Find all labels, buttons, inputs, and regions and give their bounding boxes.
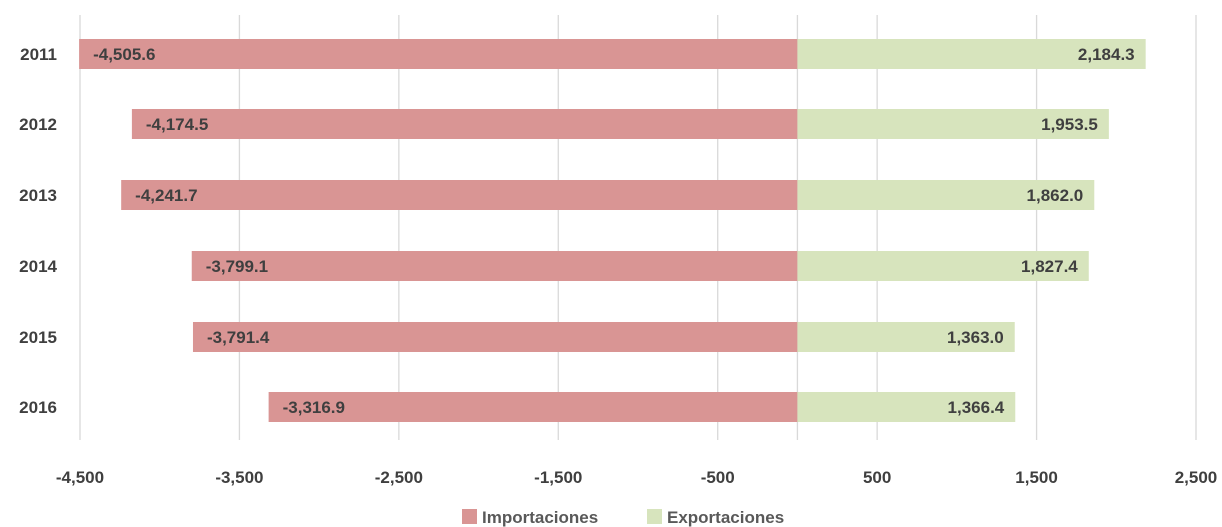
category-label: 2016 bbox=[19, 398, 57, 417]
data-label: -4,241.7 bbox=[135, 186, 197, 205]
bar-exportaciones-2012 bbox=[797, 109, 1109, 139]
x-tick-label: -1,500 bbox=[534, 468, 582, 487]
bar-exportaciones-2013 bbox=[797, 180, 1095, 210]
data-label: -3,791.4 bbox=[207, 328, 270, 347]
bar-exportaciones-2014 bbox=[797, 251, 1089, 281]
x-tick-label: 500 bbox=[863, 468, 891, 487]
x-axis-ticks: -4,500 -3,500 -2,500 -1,500 -500 500 1,500 2,50… bbox=[56, 468, 1217, 487]
bar-exportaciones-2015 bbox=[797, 322, 1015, 352]
data-label: -3,799.1 bbox=[206, 257, 268, 276]
category-label: 2012 bbox=[19, 115, 57, 134]
category-label: 2015 bbox=[19, 328, 57, 347]
category-label: 2014 bbox=[19, 257, 57, 276]
legend-swatch-exportaciones bbox=[647, 509, 662, 524]
bar-exportaciones-2016 bbox=[797, 392, 1016, 422]
data-label: 1,953.5 bbox=[1041, 115, 1098, 134]
data-label: -4,505.6 bbox=[93, 45, 155, 64]
data-label: -3,316.9 bbox=[283, 398, 345, 417]
bar-exportaciones-2011 bbox=[797, 39, 1146, 69]
y-axis-categories: 2011 2012 2013 2014 2015 2016 bbox=[19, 45, 57, 417]
x-tick-label: -4,500 bbox=[56, 468, 104, 487]
legend-label-importaciones: Importaciones bbox=[482, 508, 598, 527]
category-label: 2011 bbox=[20, 45, 57, 64]
data-label: 1,363.0 bbox=[947, 328, 1004, 347]
gridlines bbox=[79, 15, 1197, 440]
data-label: 1,827.4 bbox=[1021, 257, 1078, 276]
bars bbox=[79, 39, 1146, 422]
x-tick-label: 2,500 bbox=[1175, 468, 1218, 487]
data-label: 2,184.3 bbox=[1078, 45, 1135, 64]
bar-importaciones-2012 bbox=[131, 109, 798, 139]
bar-importaciones-2014 bbox=[191, 251, 798, 281]
bar-importaciones-2015 bbox=[192, 322, 798, 352]
legend: Importaciones Exportaciones bbox=[462, 508, 784, 527]
bar-importaciones-2013 bbox=[121, 180, 798, 210]
data-label: -4,174.5 bbox=[146, 115, 208, 134]
data-labels: -4,505.6 -4,174.5 -4,241.7 -3,799.1 -3,791.4… bbox=[93, 45, 1135, 417]
bar-importaciones-2011 bbox=[79, 39, 798, 69]
data-label: 1,862.0 bbox=[1027, 186, 1084, 205]
x-tick-label: -2,500 bbox=[375, 468, 423, 487]
legend-swatch-importaciones bbox=[462, 509, 477, 524]
legend-label-exportaciones: Exportaciones bbox=[667, 508, 784, 527]
data-label: 1,366.4 bbox=[948, 398, 1005, 417]
x-tick-label: -500 bbox=[701, 468, 735, 487]
bar-importaciones-2016 bbox=[268, 392, 798, 422]
x-tick-label: 1,500 bbox=[1015, 468, 1058, 487]
category-label: 2013 bbox=[19, 186, 57, 205]
x-tick-label: -3,500 bbox=[215, 468, 263, 487]
